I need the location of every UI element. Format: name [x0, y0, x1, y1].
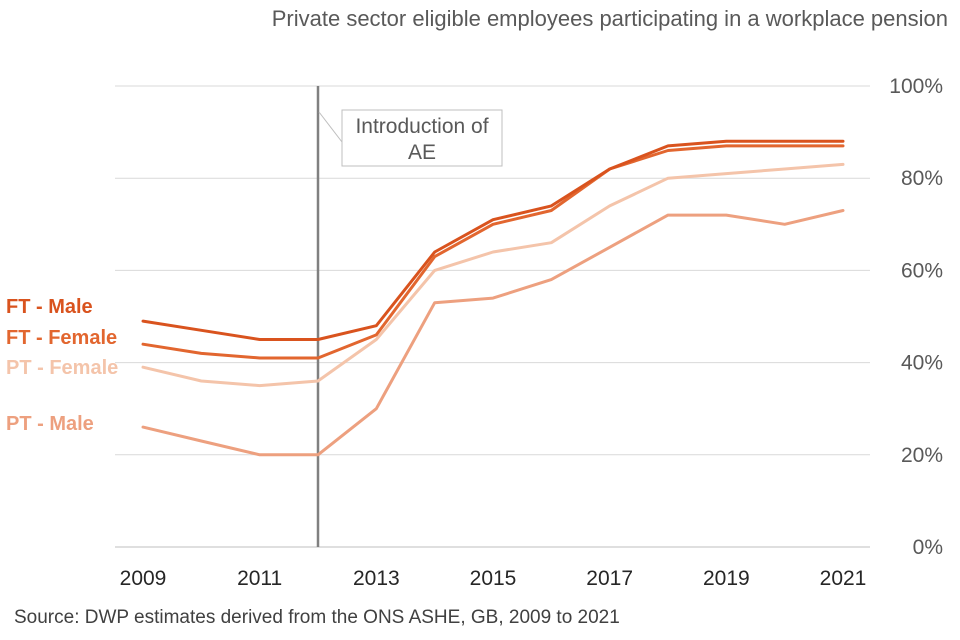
y-tick-label: 40%	[901, 352, 943, 375]
annotation: Introduction of AE	[316, 86, 503, 547]
series-lines	[141, 139, 845, 457]
y-tick-label: 100%	[889, 75, 943, 98]
x-tick-label: 2021	[820, 567, 867, 590]
series-line-ft-male	[141, 139, 845, 341]
gridlines	[115, 85, 870, 548]
x-tick-label: 2019	[703, 567, 750, 590]
series-line-pt-male	[141, 209, 845, 457]
series-line-ft-female	[141, 144, 845, 360]
source-note: Source: DWP estimates derived from the O…	[14, 607, 620, 628]
series-labels: FT - Male FT - Female PT - Female PT - Male	[6, 296, 118, 435]
series-label-pt-male: PT - Male	[6, 413, 94, 435]
annotation-leader	[318, 111, 343, 143]
x-tick-label: 2015	[470, 567, 517, 590]
annotation-box	[341, 109, 503, 167]
x-tick-label: 2011	[237, 567, 282, 590]
x-axis-ticks: 2009 2011 2013 2015 2017 2019 2021	[120, 567, 867, 590]
x-tick-label: 2013	[353, 567, 400, 590]
annotation-text-line2: AE	[408, 141, 436, 164]
series-label-ft-male: FT - Male	[6, 296, 93, 318]
y-tick-label: 0%	[913, 536, 943, 559]
y-tick-label: 60%	[901, 259, 943, 282]
chart-title: Private sector eligible employees partic…	[272, 6, 948, 31]
series-label-ft-female: FT - Female	[6, 327, 117, 349]
x-tick-label: 2017	[586, 567, 633, 590]
series-label-pt-female: PT - Female	[6, 357, 118, 379]
annotation-text-line1: Introduction of	[355, 115, 488, 138]
x-tick-label: 2009	[120, 567, 167, 590]
y-tick-label: 20%	[901, 444, 943, 467]
series-line-pt-female	[141, 162, 845, 388]
y-tick-label: 80%	[901, 167, 943, 190]
y-axis-ticks: 0% 20% 40% 60% 80% 100%	[889, 75, 943, 559]
